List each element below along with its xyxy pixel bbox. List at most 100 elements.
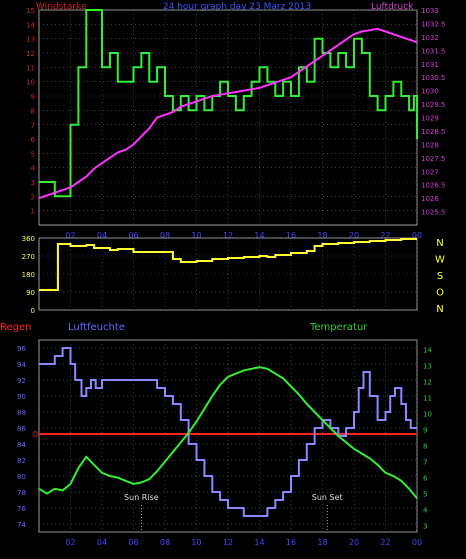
humidity-tick-label: 78 <box>17 489 26 497</box>
wind-tick-label: 7 <box>31 122 35 130</box>
rain-zero-label: 0 <box>33 430 38 439</box>
temperature-tick-label: 4 <box>423 507 428 515</box>
humidity-tick-label: 80 <box>17 473 26 481</box>
wind-tick-label: 5 <box>31 150 35 158</box>
compass-label: S <box>437 271 443 282</box>
compass-label: W <box>435 255 445 266</box>
humidity-temperature-chart: 7476788082848688909294963456789101112131… <box>17 339 432 547</box>
pressure-tick-label: 1030.5 <box>421 74 446 82</box>
wp-hour-label: 22 <box>380 231 390 240</box>
temperature-tick-label: 10 <box>423 411 432 419</box>
temperature-tick-label: 12 <box>423 379 432 387</box>
temperature-tick-label: 11 <box>423 395 432 403</box>
pressure-tick-label: 1027.5 <box>421 155 446 163</box>
humidity-tick-label: 84 <box>17 441 26 449</box>
humidity-tick-label: 74 <box>17 521 26 529</box>
temperature-tick-label: 5 <box>423 491 427 499</box>
humidity-label: Luftfeuchte <box>68 322 125 333</box>
wp-hour-label: 06 <box>128 231 138 240</box>
pressure-series-line <box>38 27 418 200</box>
wind-tick-label: 12 <box>26 50 35 58</box>
humidity-tick-label: 92 <box>17 377 26 385</box>
temperature-series-line <box>38 366 418 500</box>
pressure-tick-label: 1030 <box>421 88 439 96</box>
direction-tick-label: 90 <box>26 289 35 297</box>
ht-hour-label: 12 <box>223 538 233 547</box>
pressure-tick-label: 1033 <box>421 7 439 15</box>
wp-hour-label: 16 <box>286 231 296 240</box>
wind-tick-label: 14 <box>26 21 35 29</box>
wind-tick-label: 13 <box>26 36 35 44</box>
wind-tick-label: 11 <box>26 64 35 72</box>
temperature-tick-label: 8 <box>423 443 427 451</box>
wp-hour-label: 18 <box>317 231 327 240</box>
humidity-tick-label: 76 <box>17 505 26 513</box>
title: 24 hour graph day 23 Marz 2013 <box>163 2 311 12</box>
ht-hour-label: 16 <box>286 538 296 547</box>
wind-tick-label: 2 <box>31 193 35 201</box>
temperature-tick-label: 3 <box>423 523 427 531</box>
wp-hour-label: 02 <box>65 231 75 240</box>
temperature-tick-label: 6 <box>423 475 428 483</box>
wp-hour-label: 04 <box>97 231 107 240</box>
pressure-tick-label: 1029 <box>421 115 439 123</box>
pressure-tick-label: 1028.5 <box>421 128 446 136</box>
ht-hour-label: 22 <box>380 538 390 547</box>
direction-tick-label: 270 <box>22 253 35 261</box>
humidity-tick-label: 88 <box>17 409 26 417</box>
temperature-tick-label: 14 <box>423 347 432 355</box>
sunrise-label: Sun Rise <box>124 493 159 502</box>
wind-tick-label: 10 <box>26 79 35 87</box>
ht-hour-label: 00 <box>412 538 422 547</box>
wind-axis-label: Windstarke <box>36 2 87 12</box>
pressure-tick-label: 1026 <box>421 195 439 203</box>
temperature-tick-label: 9 <box>423 427 427 435</box>
wind-tick-label: 3 <box>31 179 35 187</box>
wind-tick-label: 8 <box>31 107 35 115</box>
pressure-tick-label: 1031.5 <box>421 47 446 55</box>
wind-series-line <box>39 9 418 198</box>
humidity-tick-label: 94 <box>17 361 26 369</box>
humidity-series-line <box>39 347 417 517</box>
pressure-tick-label: 1025.5 <box>421 209 446 217</box>
wp-hour-label: 10 <box>191 231 201 240</box>
wind-pressure-chart: 1234567891011121314151025.510261026.5102… <box>26 7 445 240</box>
wp-hour-label: 14 <box>254 231 264 240</box>
compass-label: N <box>436 304 443 315</box>
pressure-tick-label: 1032 <box>421 34 439 42</box>
direction-tick-label: 0 <box>31 307 35 315</box>
pressure-tick-label: 1026.5 <box>421 182 446 190</box>
pressure-tick-label: 1027 <box>421 168 439 176</box>
pressure-tick-label: 1028 <box>421 141 439 149</box>
wind-tick-label: 9 <box>31 93 35 101</box>
direction-tick-label: 360 <box>22 235 35 243</box>
temperature-tick-label: 7 <box>423 459 427 467</box>
ht-hour-label: 20 <box>349 538 359 547</box>
sunset-label: Sun Set <box>312 493 343 502</box>
wind-tick-label: 1 <box>31 208 35 216</box>
pressure-tick-label: 1031 <box>421 61 439 69</box>
ht-hour-label: 06 <box>128 538 138 547</box>
ht-hour-label: 04 <box>97 538 107 547</box>
direction-tick-label: 180 <box>22 271 35 279</box>
wind-tick-label: 6 <box>31 136 36 144</box>
rain-label: Regen <box>0 322 32 333</box>
ht-hour-label: 10 <box>191 538 201 547</box>
temperature-tick-label: 13 <box>423 363 432 371</box>
wp-hour-label: 08 <box>160 231 170 240</box>
pressure-tick-label: 1029.5 <box>421 101 446 109</box>
compass-label: O <box>436 288 444 299</box>
ht-hour-label: 02 <box>65 538 75 547</box>
temperature-label: Temperatur <box>309 322 368 333</box>
wind-tick-label: 15 <box>26 7 35 15</box>
wp-hour-label: 20 <box>349 231 359 240</box>
humidity-tick-label: 90 <box>17 393 26 401</box>
compass-label: N <box>436 238 443 249</box>
ht-hour-label: 08 <box>160 538 170 547</box>
ht-hour-label: 14 <box>254 538 264 547</box>
humidity-tick-label: 96 <box>17 345 26 353</box>
